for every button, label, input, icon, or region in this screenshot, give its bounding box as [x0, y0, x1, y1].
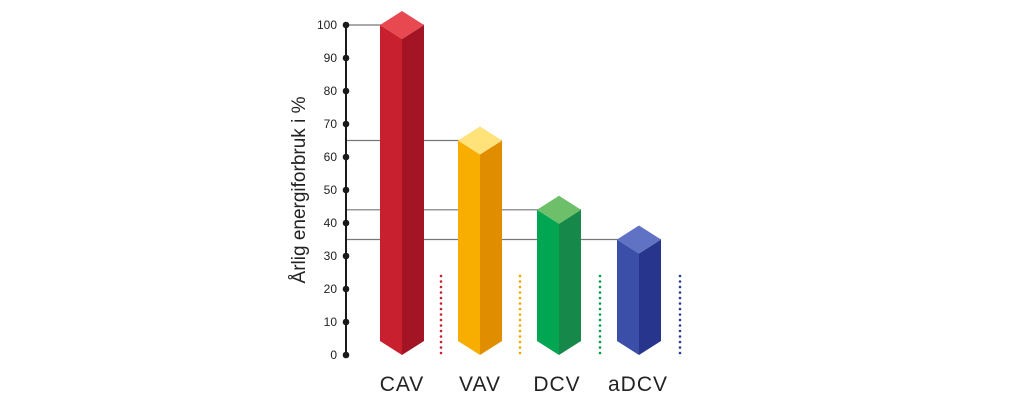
dotted-line: [598, 274, 602, 355]
y-tick-label: 30: [324, 249, 338, 263]
dotted-separators: [439, 274, 682, 355]
y-axis: 0 10 20 30 40 50 60 70 80 90 100: [317, 18, 350, 362]
bar-top-face: [617, 225, 661, 254]
dotted-line: [678, 274, 682, 355]
dotted-line: [439, 274, 443, 355]
y-tick-dot: [342, 120, 350, 128]
y-tick-label: 20: [324, 282, 338, 296]
category-label: VAV: [459, 373, 501, 396]
y-tick-label: 40: [324, 216, 338, 230]
category-label: DCV: [533, 373, 580, 396]
bar-front-face: [380, 25, 402, 355]
category-labels: CAV VAV DCV aDCV: [380, 373, 668, 396]
y-tick-label: 60: [324, 150, 338, 164]
y-tick-label: 0: [330, 348, 337, 362]
y-tick-dot: [342, 87, 350, 95]
bar-top-face: [458, 126, 502, 155]
y-tick-dot: [342, 21, 350, 29]
bar-vav: [458, 126, 502, 355]
category-label: aDCV: [608, 373, 668, 396]
bar-top-face: [537, 195, 581, 224]
y-tick-label: 90: [324, 51, 338, 65]
y-tick-dot: [342, 285, 350, 293]
bar-side-face: [402, 25, 424, 355]
bar-adcv: [617, 225, 661, 355]
y-tick-dot: [342, 186, 350, 194]
y-tick-dot: [342, 351, 350, 359]
y-tick-dot: [342, 54, 350, 62]
bar-front-face: [458, 140, 480, 355]
y-tick-label: 80: [324, 84, 338, 98]
y-tick-label: 70: [324, 117, 338, 131]
y-tick-label: 50: [324, 183, 338, 197]
dotted-line: [518, 274, 522, 355]
y-tick-dot: [342, 318, 350, 326]
bar-side-face: [480, 140, 502, 355]
bar-front-face: [537, 209, 559, 355]
y-tick-label: 100: [317, 18, 337, 32]
bar-side-face: [639, 239, 661, 355]
y-tick-label: 10: [324, 315, 338, 329]
bar-dcv: [537, 195, 581, 355]
bar-top-face: [380, 11, 424, 39]
y-tick-dot: [342, 219, 350, 227]
bar-cav: [380, 11, 424, 355]
y-tick-dot: [342, 153, 350, 161]
y-axis-title: Årlig energiforbruk i %: [289, 96, 310, 283]
bar-side-face: [559, 209, 581, 355]
bars-group: [380, 11, 661, 355]
bar-front-face: [617, 239, 639, 355]
y-tick-dot: [342, 252, 350, 260]
category-label: CAV: [380, 373, 425, 396]
